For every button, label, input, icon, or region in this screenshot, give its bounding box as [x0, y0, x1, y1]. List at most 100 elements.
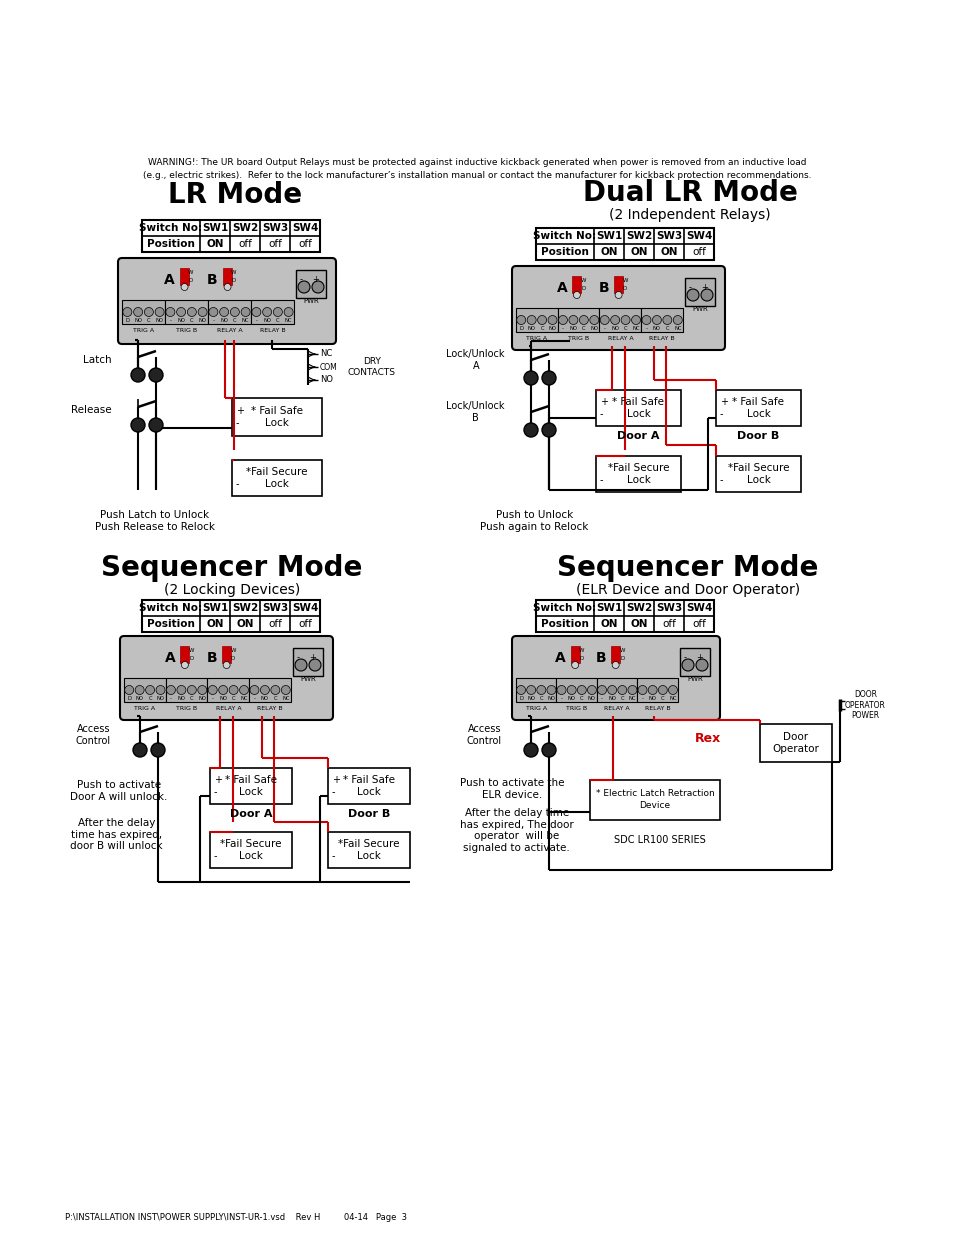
- Text: RELAY A: RELAY A: [604, 706, 629, 711]
- Text: PWR: PWR: [300, 676, 315, 682]
- Text: ON: ON: [630, 619, 647, 629]
- Text: D: D: [622, 285, 626, 290]
- Text: +: +: [599, 396, 607, 408]
- Circle shape: [125, 685, 133, 694]
- Text: C: C: [274, 697, 277, 701]
- Circle shape: [547, 315, 557, 325]
- Text: SW3: SW3: [655, 231, 681, 241]
- Text: SW4: SW4: [685, 231, 712, 241]
- Circle shape: [260, 685, 269, 694]
- Text: COM: COM: [319, 363, 337, 372]
- Text: Lock: Lock: [265, 479, 289, 489]
- Text: -: -: [213, 851, 217, 861]
- Circle shape: [156, 685, 165, 694]
- Circle shape: [284, 308, 293, 316]
- Circle shape: [297, 282, 310, 293]
- Text: Position: Position: [540, 247, 588, 257]
- Text: SW4: SW4: [292, 224, 318, 233]
- FancyBboxPatch shape: [120, 636, 333, 720]
- Text: ON: ON: [599, 247, 618, 257]
- Text: *Fail Secure: *Fail Secure: [220, 839, 281, 848]
- Bar: [122, 300, 165, 324]
- Bar: [596, 456, 680, 492]
- Circle shape: [652, 315, 660, 325]
- Text: +: +: [213, 776, 222, 785]
- Text: C: C: [148, 697, 152, 701]
- Circle shape: [271, 685, 279, 694]
- Circle shape: [187, 685, 196, 694]
- Circle shape: [517, 315, 525, 325]
- Text: (2 Independent Relays): (2 Independent Relays): [609, 207, 770, 222]
- Text: NO: NO: [177, 697, 185, 701]
- Circle shape: [523, 743, 537, 757]
- Text: -: -: [561, 326, 563, 331]
- Bar: [328, 768, 410, 804]
- Text: PWR: PWR: [303, 298, 318, 304]
- Bar: [232, 459, 322, 496]
- Circle shape: [181, 662, 188, 668]
- Text: NO: NO: [134, 319, 142, 324]
- Text: off: off: [297, 240, 312, 249]
- Text: *Fail Secure: *Fail Secure: [246, 467, 308, 477]
- Circle shape: [229, 685, 238, 694]
- Bar: [222, 646, 231, 663]
- Bar: [328, 832, 410, 868]
- Text: (e.g., electric strikes).  Refer to the lock manufacturer’s installation manual : (e.g., electric strikes). Refer to the l…: [143, 170, 810, 180]
- Circle shape: [631, 315, 639, 325]
- Text: B: B: [595, 651, 606, 664]
- Circle shape: [516, 685, 525, 694]
- Circle shape: [557, 685, 565, 694]
- Text: -: -: [170, 697, 172, 701]
- Text: -: -: [720, 475, 722, 485]
- Circle shape: [577, 685, 586, 694]
- Text: SW4: SW4: [292, 603, 318, 613]
- Text: SW1: SW1: [596, 231, 621, 241]
- Text: Lock/Unlock
A: Lock/Unlock A: [446, 350, 504, 370]
- Text: -: -: [600, 697, 602, 701]
- Text: TRIG A: TRIG A: [134, 706, 155, 711]
- Text: W: W: [188, 269, 193, 274]
- Text: Release: Release: [71, 405, 112, 415]
- Text: -: -: [332, 851, 335, 861]
- Text: Lock: Lock: [746, 409, 770, 419]
- Circle shape: [123, 308, 132, 316]
- Bar: [598, 308, 640, 332]
- Bar: [251, 300, 294, 324]
- Text: Dual LR Mode: Dual LR Mode: [582, 179, 797, 207]
- Circle shape: [151, 743, 165, 757]
- Circle shape: [132, 743, 147, 757]
- Text: TRIG A: TRIG A: [132, 329, 153, 333]
- Bar: [596, 390, 680, 426]
- Bar: [611, 646, 619, 663]
- FancyBboxPatch shape: [512, 636, 720, 720]
- Text: -: -: [170, 319, 172, 324]
- Text: +: +: [696, 653, 702, 662]
- Text: -: -: [296, 653, 299, 662]
- Text: -: -: [235, 417, 239, 429]
- Bar: [208, 678, 249, 701]
- Text: -: -: [682, 653, 686, 662]
- Text: W: W: [230, 647, 235, 652]
- Text: C: C: [190, 697, 193, 701]
- Bar: [210, 832, 292, 868]
- Text: C: C: [232, 697, 235, 701]
- Text: NO: NO: [527, 326, 535, 331]
- Text: * Fail Safe: * Fail Safe: [343, 776, 395, 785]
- Bar: [142, 220, 319, 252]
- Text: ON: ON: [206, 240, 224, 249]
- Text: NO: NO: [198, 697, 206, 701]
- Text: +: +: [235, 406, 244, 416]
- Bar: [142, 600, 319, 632]
- Bar: [536, 228, 713, 261]
- Bar: [293, 648, 323, 676]
- Text: NC: NC: [628, 697, 636, 701]
- Text: * Fail Safe: * Fail Safe: [251, 406, 303, 416]
- Text: C: C: [275, 319, 279, 324]
- Circle shape: [209, 308, 217, 316]
- Text: LR Mode: LR Mode: [168, 182, 302, 209]
- Text: Door B: Door B: [737, 431, 779, 441]
- Text: +: +: [313, 275, 319, 284]
- Circle shape: [281, 685, 290, 694]
- Circle shape: [294, 659, 307, 671]
- Circle shape: [589, 315, 598, 325]
